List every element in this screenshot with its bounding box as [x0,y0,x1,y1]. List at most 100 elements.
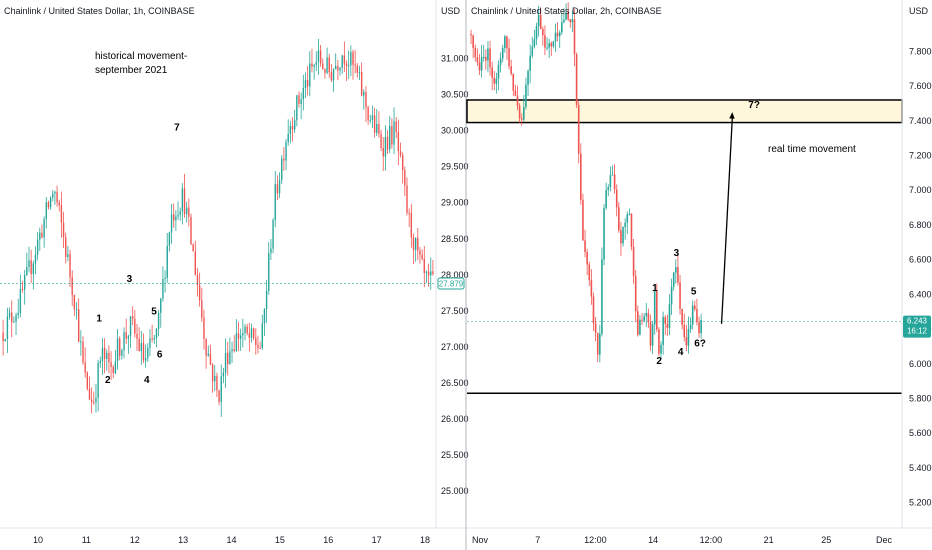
candle-body [181,188,184,212]
candle-body [203,317,205,339]
x-tick-label: 16 [323,535,333,545]
candle-body [337,66,339,71]
candle-body [309,63,311,87]
candle-body [296,95,298,121]
y-tick-label: 6.800 [909,220,932,230]
candle-body [144,358,147,361]
candle-body [313,64,315,67]
candle-body [601,259,603,334]
candle-body [216,375,218,391]
candle-body [160,298,162,313]
candle-body [575,54,578,105]
right-annotation: real time movement [768,144,856,155]
candle-body [114,361,117,374]
candle-body [365,91,367,108]
candle-body [561,22,563,33]
candle-body [8,312,11,317]
right-candles-group [470,2,702,363]
candle-body [651,324,654,346]
candle-body [276,184,279,194]
candle-body [412,237,415,250]
candle-body [391,126,393,145]
candle-body [302,87,305,100]
candle-body [54,191,56,194]
wave-label: 6? [694,338,706,349]
candle-body [472,35,474,48]
candle-body [592,296,595,324]
candle-body [259,347,261,349]
candle-body [112,366,114,374]
candle-body [514,90,517,96]
candle-body [237,333,240,339]
candle-body [571,19,574,23]
candle-body [265,290,268,309]
candle-body [506,36,508,49]
wave-label: 3 [127,274,133,285]
left-price-axis[interactable]: USD 31.000 30.500 30.000 29.500 29.000 28.500… [435,0,469,528]
candle-body [99,361,101,364]
candle-body [32,263,35,275]
candle-body [4,338,6,342]
candle-body [393,121,395,145]
candle-body [34,254,37,264]
candle-body [432,271,434,274]
candle-body [188,207,190,217]
candle-body [550,43,553,47]
candle-body [30,260,32,275]
left-symbol-header[interactable]: Chainlink / United States Dollar, 1h, CO… [4,6,195,16]
candle-body [306,80,309,87]
candle-body [220,376,222,402]
right-price-axis[interactable]: USD 7.800 7.600 7.400 7.200 7.000 6.800 6.600 6… [901,0,932,528]
candle-body [239,335,242,339]
candle-body [425,271,428,273]
candle-body [164,277,166,279]
candle-body [324,68,326,73]
candle-body [603,208,605,260]
candle-body [190,216,192,245]
candle-body [319,50,322,64]
candle-body [662,317,664,345]
candle-body [173,214,175,221]
left-last-price-text: 27.879 [439,280,464,289]
candle-body [185,207,188,215]
y-tick-label: 5.600 [909,428,932,438]
candle-body [430,271,432,276]
y-tick-label: 5.200 [909,498,932,508]
left-x-tick-labels: 10 11 12 13 14 15 16 17 18 [33,535,430,545]
candle-body [347,65,350,67]
candle-body [300,99,302,104]
candle-body [620,230,622,244]
left-candles-group [2,38,434,417]
y-tick-label: 7.000 [909,185,932,195]
left-time-axis[interactable]: 10 11 12 13 14 15 16 17 18 [0,527,466,545]
candle-body [131,316,134,319]
candle-body [272,219,274,249]
candle-body [590,280,593,297]
candle-body [700,319,702,334]
right-chart-pane[interactable]: 7? 1 2 3 4 5 6? Chainlink / United States Dol… [466,2,903,395]
candle-body [291,125,294,130]
candle-body [556,32,559,37]
candle-body [151,338,153,340]
candle-body [207,353,209,356]
y-tick-label: 6.400 [909,289,932,299]
candle-body [563,19,565,23]
candle-body [246,326,248,334]
candle-body [147,347,149,359]
candle-body [209,353,212,365]
y-tick-label: 6.600 [909,255,932,265]
right-symbol-header[interactable]: Chainlink / United States Dollar, 2h, CO… [471,6,662,16]
candle-body [86,372,89,389]
candle-body [632,246,635,277]
left-wave-labels: 1 2 3 4 5 6 7 [96,123,180,386]
candle-body [155,328,158,339]
candle-body [529,55,531,71]
left-chart-pane[interactable]: 1 2 3 4 5 6 7 Chainlink / United States Dollar… [0,6,436,417]
right-x-tick-labels: Nov 7 12:00 14 12:00 21 25 Dec [472,535,893,545]
candle-body [138,338,140,352]
candle-body [75,309,78,311]
candle-body [630,213,633,247]
right-time-axis[interactable]: Nov 7 12:00 14 12:00 21 25 Dec [466,527,932,545]
candle-body [168,232,171,246]
candle-body [637,311,639,335]
